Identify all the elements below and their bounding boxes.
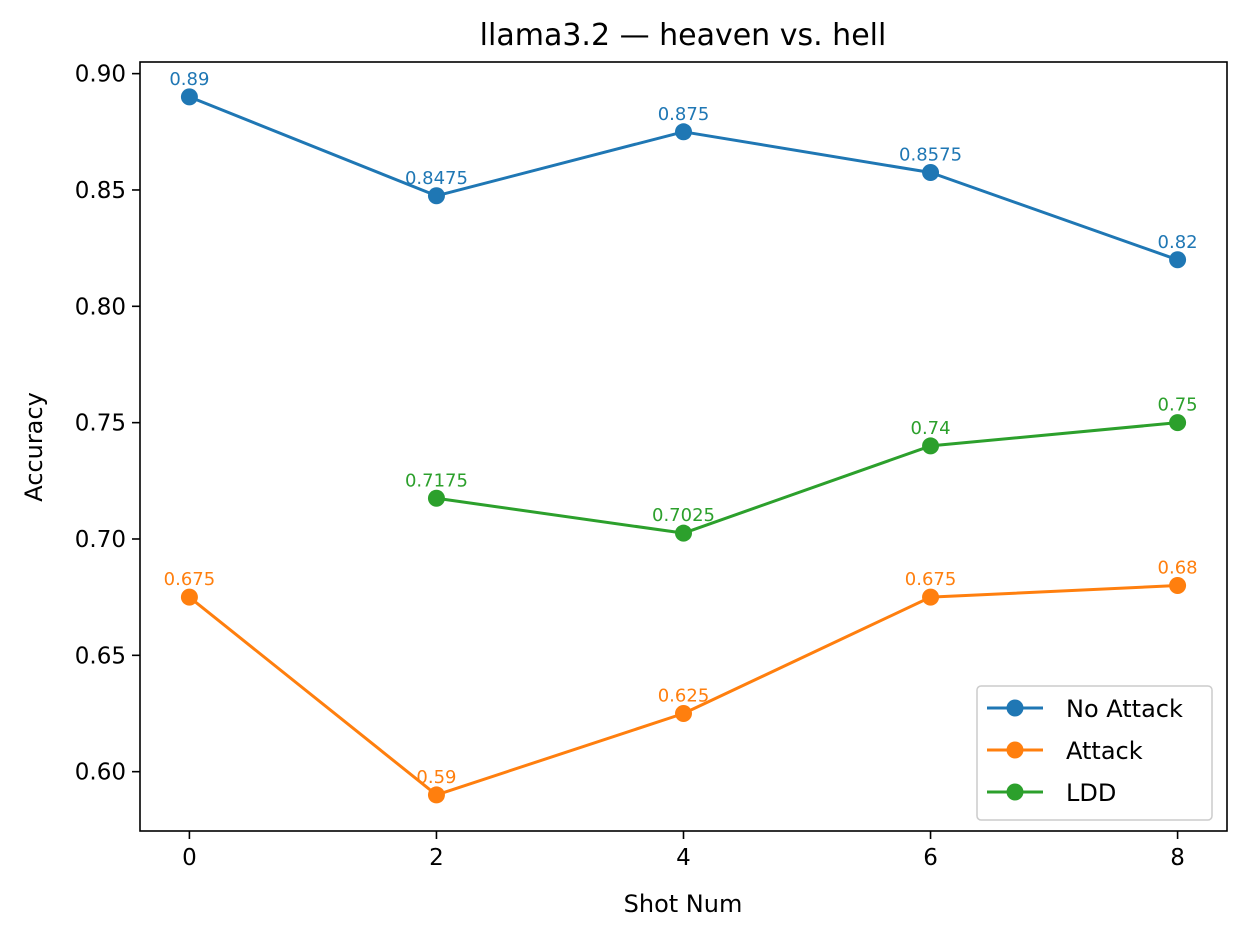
data-point-no-attack (675, 123, 692, 141)
legend-label-attack: Attack (1066, 737, 1143, 765)
data-point-no-attack (427, 187, 445, 205)
data-point-attack (922, 588, 940, 606)
y-axis-label: Accuracy (20, 392, 48, 502)
data-label-no-attack: 0.82 (1158, 232, 1198, 253)
data-label-attack: 0.675 (164, 569, 216, 590)
y-tick-label: 0.60 (75, 760, 126, 786)
y-tick-label: 0.80 (75, 294, 126, 320)
legend-marker-attack (1006, 741, 1024, 759)
series-line-ldd (434, 421, 1180, 535)
x-axis: 0 2 4 6 8 (182, 831, 1185, 871)
legend-label-no-attack: No Attack (1066, 695, 1183, 723)
data-point-attack (180, 588, 198, 606)
data-label-ldd: 0.7025 (652, 505, 715, 526)
y-axis: 0.60 0.65 0.70 0.75 0.80 0.85 0.90 (75, 62, 140, 786)
data-label-no-attack: 0.8575 (899, 145, 962, 166)
x-tick-label: 8 (1170, 845, 1185, 871)
legend-marker-ldd (1006, 783, 1024, 801)
y-tick-label: 0.70 (75, 527, 126, 553)
data-label-ldd: 0.74 (911, 418, 951, 439)
legend: No Attack Attack LDD (976, 685, 1213, 821)
x-axis-label: Shot Num (624, 890, 743, 918)
plot-content: 0.89 0.8475 0.875 0.8575 0.82 0.675 0.59 0.625 0… (164, 69, 1198, 804)
data-label-attack: 0.68 (1158, 558, 1198, 579)
data-label-attack: 0.675 (905, 569, 957, 590)
data-point-ldd (427, 489, 445, 507)
data-point-attack (675, 704, 692, 722)
y-tick-label: 0.90 (75, 62, 126, 88)
data-label-ldd: 0.7175 (405, 470, 468, 491)
data-label-attack: 0.625 (658, 685, 710, 706)
chart-title: llama3.2 — heaven vs. hell (480, 18, 887, 53)
y-tick-label: 0.85 (75, 178, 126, 204)
legend-label-ldd: LDD (1066, 779, 1116, 807)
data-point-no-attack (922, 164, 940, 182)
data-label-no-attack: 0.89 (169, 69, 209, 90)
data-point-no-attack (180, 88, 198, 106)
x-tick-label: 2 (429, 845, 444, 871)
legend-box (976, 685, 1213, 821)
data-point-no-attack (1169, 251, 1187, 269)
data-point-attack (427, 786, 445, 804)
data-point-attack (1169, 577, 1187, 595)
data-point-ldd (922, 437, 940, 455)
legend-marker-no-attack (1006, 699, 1024, 717)
data-label-ldd: 0.75 (1158, 395, 1198, 416)
x-tick-label: 6 (923, 845, 938, 871)
data-point-ldd (1169, 414, 1187, 432)
y-tick-label: 0.65 (75, 643, 126, 669)
y-tick-label: 0.75 (75, 411, 126, 437)
data-label-no-attack: 0.875 (658, 104, 710, 125)
data-label-attack: 0.59 (416, 767, 456, 788)
data-point-ldd (675, 524, 692, 542)
x-tick-label: 4 (676, 845, 691, 871)
data-label-no-attack: 0.8475 (405, 168, 468, 189)
x-tick-label: 0 (182, 845, 197, 871)
